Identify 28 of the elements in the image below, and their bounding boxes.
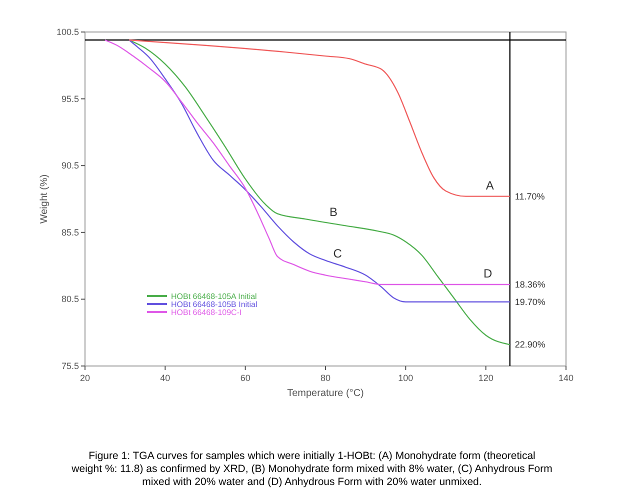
annotation: B	[330, 205, 338, 220]
x-tick-label: 140	[558, 373, 574, 383]
x-axis-title: Temperature (°C)	[287, 388, 364, 399]
y-axis-title: Weight (%)	[39, 174, 50, 224]
annotation: 18.36%	[514, 280, 546, 290]
annotation: 22.90%	[514, 340, 546, 350]
y-tick-label: 95.5	[61, 94, 79, 104]
caption: Figure 1: TGA curves for samples which were initially 1-HOBt: (A) Monohydrate form (theoretical weight %: 11.8) as confirmed by XRD, (B) Monohydrate form mixed with 8% water, (C) Anhydrous Form mixed with 20% water and (D) Anhydrous Form with 20% water unmixed.	[70, 450, 553, 488]
x-tick-label: 20	[80, 373, 90, 383]
x-tick-label: 120	[478, 373, 494, 383]
legend-label: HOBt 66468-109C-I	[171, 308, 242, 317]
y-tick-label: 85.5	[61, 227, 79, 238]
y-tick-label: 80.5	[61, 294, 79, 304]
annotation: 19.70%	[514, 296, 546, 307]
annotation: C	[333, 246, 342, 260]
annotation: A	[486, 178, 494, 192]
x-tick-label: 60	[240, 373, 250, 383]
annotation: 11.70%	[514, 191, 545, 202]
x-tick-label: 80	[320, 373, 331, 383]
line-series	[128, 39, 510, 197]
x-tick-label: 100	[398, 373, 414, 383]
x-tick-label: 40	[160, 373, 170, 383]
legend-label: HOBt 66468-105B Initial	[171, 300, 258, 309]
y-tick-label: 90.5	[61, 160, 79, 171]
legend-label: HOBt 66468-105A Initial	[171, 292, 258, 301]
annotation: D	[484, 266, 492, 281]
y-tick-label: 100.5	[56, 27, 79, 37]
y-tick-label: 75.5	[61, 361, 79, 371]
